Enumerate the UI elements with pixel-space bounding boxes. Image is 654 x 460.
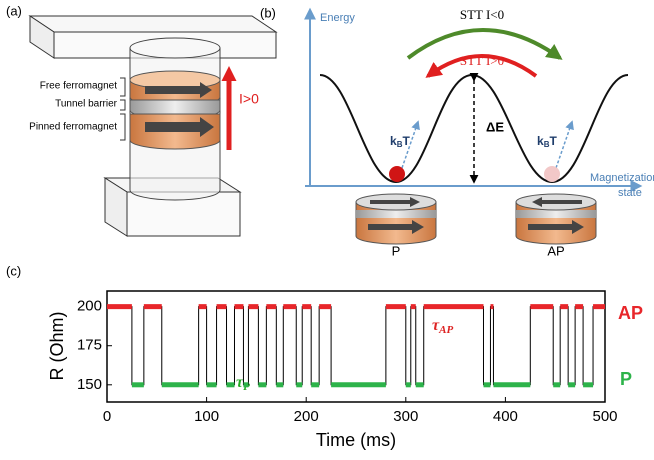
current-label: I>0 [239, 91, 259, 107]
stt-label: STT I<0 [460, 7, 504, 22]
x-tick-label: 100 [194, 408, 219, 425]
k: k [537, 134, 544, 148]
y-axis-label: R (Ohm) [47, 312, 67, 381]
barrier-label: ΔE [486, 119, 504, 134]
trace [107, 306, 605, 386]
t: T [549, 134, 557, 148]
tau-ap: τAP [432, 317, 453, 336]
x-tick-label: 400 [493, 408, 518, 425]
y-tick-label: 175 [77, 337, 102, 354]
state-label: P [392, 243, 401, 258]
x-axis-label: Time (ms) [316, 430, 396, 450]
y-tick-label: 200 [77, 298, 102, 315]
axis-label: state [618, 187, 642, 199]
x-tick-label: 200 [294, 408, 319, 425]
panel-label: (a) [6, 3, 22, 18]
sub: AP [438, 324, 453, 336]
plot-frame [106, 290, 606, 403]
panel-a: (a) I>0 Free ferromagnet Tunnel barrier … [6, 3, 278, 237]
symbol: τ [432, 317, 440, 334]
ball [389, 166, 405, 182]
brackets [120, 77, 126, 141]
layer-label: Tunnel barrier [55, 99, 118, 110]
device-ap [515, 193, 597, 245]
panel-label: (c) [6, 263, 21, 278]
high-label: AP [618, 303, 643, 323]
thermal-arrow [401, 120, 420, 169]
panel-label: (b) [260, 5, 276, 20]
panel-b: (b) Energy Magnetization state STT I<0 S… [260, 5, 654, 258]
t: T [402, 134, 410, 148]
stt-arrow [406, 28, 563, 60]
y-tick-label: 150 [77, 376, 102, 393]
stt-label: STT I>0 [460, 53, 504, 68]
panel-c: (c) Time (ms) R (Ohm) AP P τAP τP 010020… [6, 263, 643, 449]
thermal-arrow [555, 120, 574, 169]
k: k [390, 134, 397, 148]
pillar [129, 37, 221, 201]
ball [544, 166, 560, 182]
layer-label: Free ferromagnet [40, 81, 117, 92]
layer-labels: Free ferromagnet Tunnel barrier Pinned f… [29, 81, 118, 133]
thermal-label: kBT [537, 134, 557, 149]
symbol: τ [236, 374, 244, 391]
sub: B [397, 140, 403, 149]
stt-arrow [425, 54, 538, 78]
axis-label: Magnetization [590, 172, 654, 184]
layer-label: Pinned ferromagnet [29, 122, 117, 133]
x-tick-label: 0 [103, 408, 111, 425]
sub: B [544, 140, 550, 149]
low-label: P [620, 369, 632, 389]
x-tick-label: 300 [393, 408, 418, 425]
device-p [355, 193, 437, 245]
state-label: AP [547, 243, 564, 258]
x-tick-label: 500 [592, 408, 617, 425]
axis-label: Energy [320, 12, 355, 24]
thermal-label: kBT [390, 134, 410, 149]
